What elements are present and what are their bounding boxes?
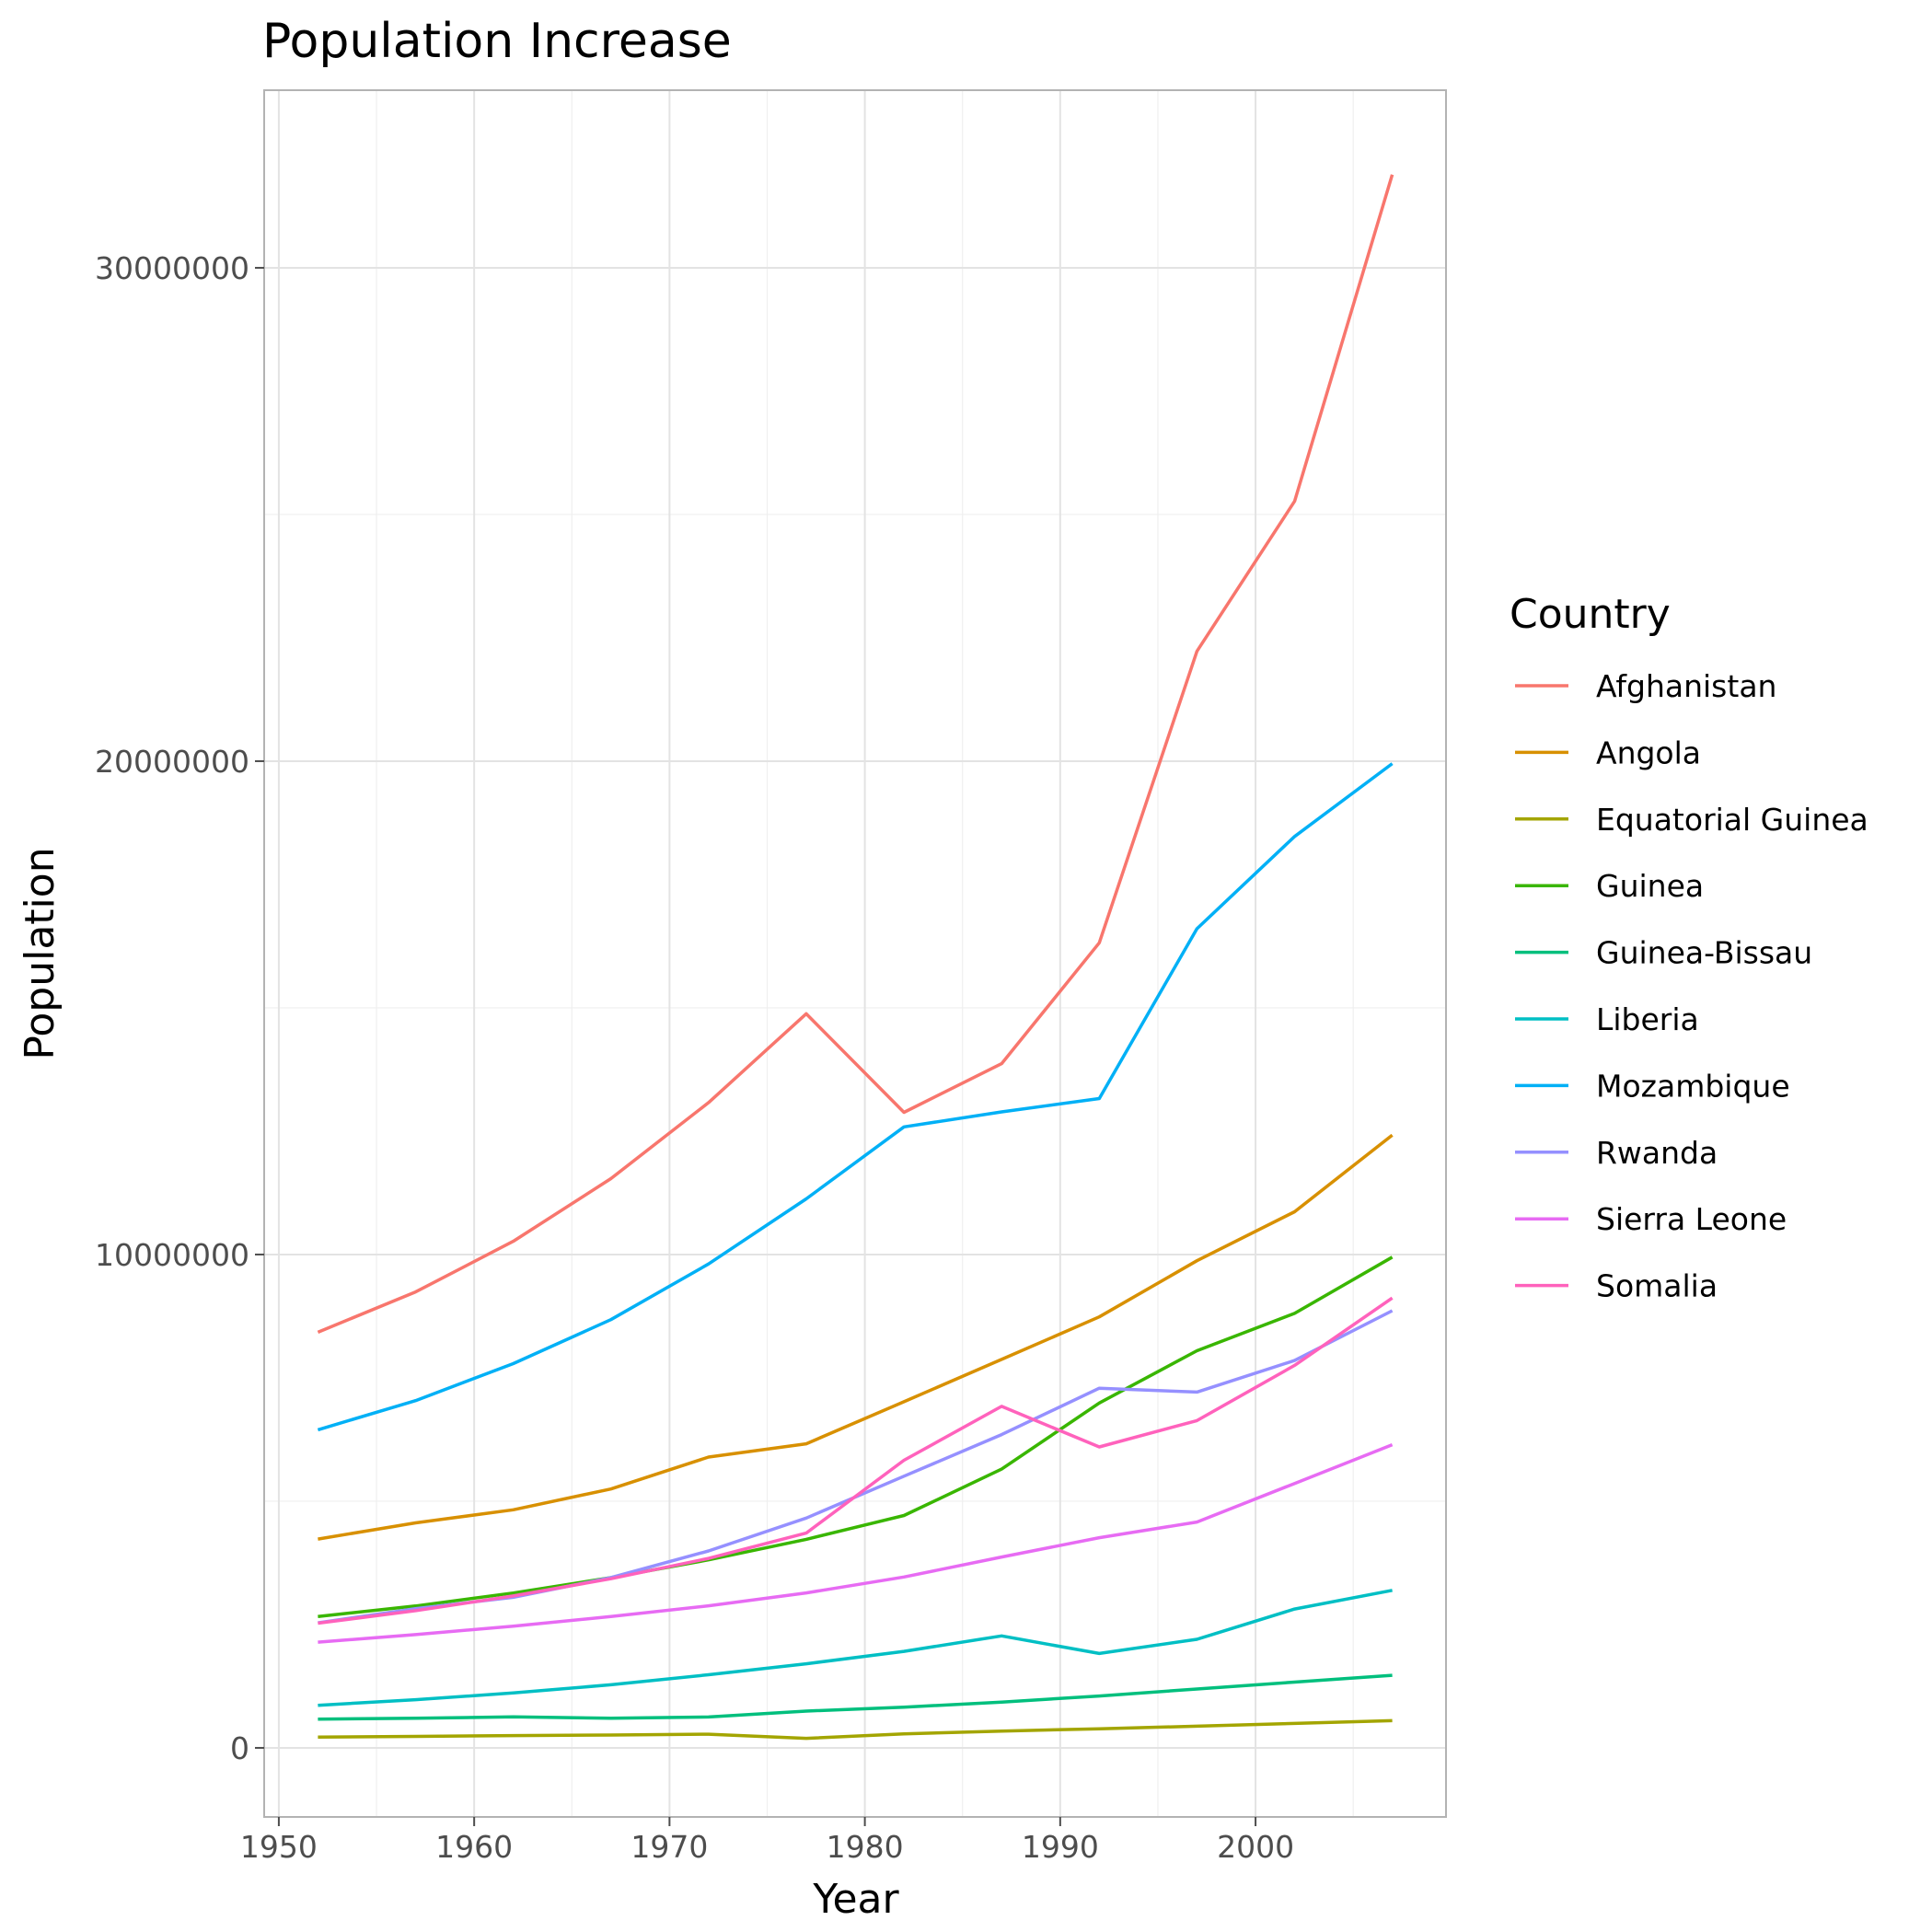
series-line-mozambique: [317, 762, 1394, 1432]
legend-label-sierra-leone: Sierra Leone: [1596, 1201, 1787, 1237]
legend-label-somalia: Somalia: [1596, 1268, 1718, 1304]
x-tick-label: 1990: [1022, 1829, 1099, 1865]
y-tick-label: 20000000: [95, 744, 249, 780]
legend-label-equatorial-guinea: Equatorial Guinea: [1596, 802, 1868, 838]
legend-label-liberia: Liberia: [1596, 1001, 1699, 1037]
series-line-angola: [318, 1133, 1394, 1541]
axes: 1950 1960 1970 1980 1990 2000 0 10000000 2000000…: [95, 250, 1294, 1865]
series-line-liberia: [318, 1589, 1393, 1707]
series-lines: [317, 174, 1394, 1741]
y-tick-label: 0: [230, 1730, 249, 1766]
y-tick-label: 10000000: [95, 1237, 249, 1273]
series-line-guinea: [318, 1255, 1394, 1618]
x-tick-label: 1960: [435, 1829, 513, 1865]
legend-label-mozambique: Mozambique: [1596, 1068, 1790, 1104]
series-line-rwanda: [318, 1309, 1394, 1625]
legend-title: Country: [1510, 591, 1671, 638]
legend-label-afghanistan: Afghanistan: [1596, 668, 1776, 704]
x-axis-title: Year: [812, 1876, 899, 1923]
series-line-equatorial-guinea: [318, 1718, 1393, 1741]
legend-label-rwanda: Rwanda: [1596, 1135, 1718, 1171]
x-tick-label: 1950: [240, 1829, 318, 1865]
x-tick-label: 1980: [827, 1829, 904, 1865]
x-tick-label: 1970: [631, 1829, 708, 1865]
legend-label-angola: Angola: [1596, 735, 1701, 770]
x-tick-label: 2000: [1217, 1829, 1294, 1865]
series-line-guinea-bissau: [318, 1673, 1393, 1721]
legend-label-guinea-bissau: Guinea-Bissau: [1596, 935, 1812, 971]
y-axis-title: Population: [17, 847, 64, 1059]
series-line-sierra-leone: [318, 1442, 1394, 1644]
legend-label-guinea: Guinea: [1596, 868, 1704, 904]
chart-title: Population Increase: [262, 14, 732, 69]
plot-panel-border: [263, 89, 1447, 1818]
y-tick-label: 30000000: [95, 250, 249, 286]
series-line-somalia: [318, 1296, 1394, 1625]
grid-lines: [264, 90, 1446, 1817]
series-line-afghanistan: [317, 174, 1394, 1335]
legend: Country Afghanistan Angola Equatorial Guin…: [1510, 591, 1868, 1304]
